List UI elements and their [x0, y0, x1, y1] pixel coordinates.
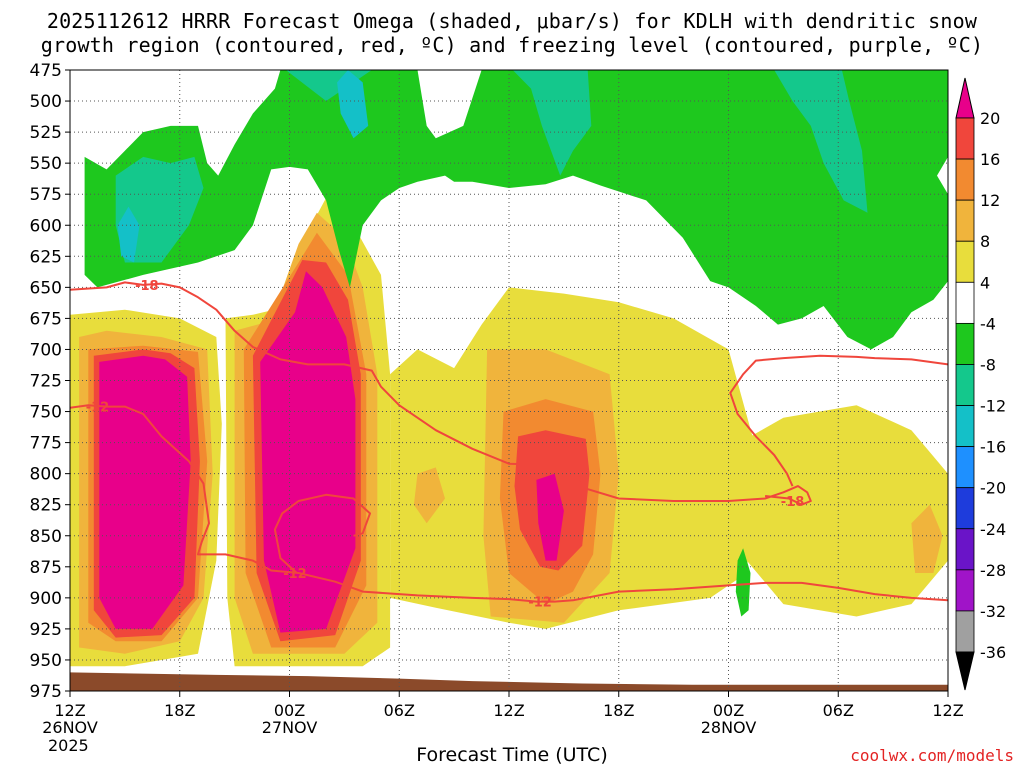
colorbar-label: -28 [980, 561, 1006, 580]
x-date-label: 27NOV [262, 718, 318, 737]
x-tick-label: 18Z [164, 701, 195, 720]
y-tick-label: 825 [30, 496, 62, 516]
colorbar-label: 4 [980, 273, 990, 292]
contour-label: -18 [781, 495, 805, 510]
colorbar-bottom-arrow [955, 651, 975, 691]
omega-shade-6-3 [774, 70, 868, 213]
omega-shade-4-2 [536, 473, 564, 561]
contour-label: -12 [528, 596, 552, 611]
colorbar-label: 12 [980, 191, 1000, 210]
colorbar-segment [955, 240, 975, 283]
colorbar-label: -32 [980, 602, 1006, 621]
y-tick-label: 800 [30, 465, 62, 485]
colorbar-segment [955, 364, 975, 406]
y-tick-label: 775 [30, 434, 62, 454]
y-tick-label: 600 [30, 216, 62, 236]
colorbar-label: -8 [980, 355, 996, 374]
colorbar-segment [955, 528, 975, 571]
y-tick-label: 875 [30, 558, 62, 578]
colorbar-segment [955, 446, 975, 489]
omega-shade-4-0 [99, 355, 191, 629]
colorbar-label: -16 [980, 438, 1006, 457]
y-tick-label: 500 [30, 92, 62, 112]
omega-shade-7-0 [337, 70, 369, 139]
y-tick-label: 650 [30, 278, 62, 298]
x-tick-label: 00Z [713, 701, 744, 720]
dgz-contour-1 [729, 354, 948, 487]
colorbar-segment [955, 117, 975, 160]
colorbar-label: -24 [980, 520, 1006, 539]
omega-shade-4-1 [260, 271, 356, 633]
colorbar-label: -12 [980, 397, 1006, 416]
y-tick-label: 750 [30, 403, 62, 423]
x-axis-title: Forecast Time (UTC) [416, 744, 608, 766]
colorbar-label: 16 [980, 150, 1000, 169]
y-tick-label: 550 [30, 154, 62, 174]
x-year-label: 2025 [48, 736, 89, 755]
colorbar-segment [955, 281, 975, 324]
y-tick-label: 975 [30, 682, 62, 702]
colorbar-label: -4 [980, 314, 996, 333]
y-tick-label: 475 [30, 61, 62, 81]
dgz-contour-2 [70, 404, 948, 603]
x-tick-label: 12Z [54, 701, 85, 720]
omega-shade-1-4 [911, 504, 943, 573]
ground-terrain [70, 672, 948, 691]
colorbar-segment [955, 405, 975, 448]
colorbar-top-arrow [955, 77, 975, 119]
y-tick-label: 700 [30, 340, 62, 360]
x-tick-label: 18Z [603, 701, 634, 720]
colorbar-label: -36 [980, 643, 1006, 662]
colorbar-label: -20 [980, 479, 1006, 498]
x-tick-label: 12Z [493, 701, 524, 720]
x-date-label: 26NOV [42, 718, 98, 737]
chart-title-line2: growth region (contoured, red, ºC) and f… [40, 33, 984, 57]
x-tick-label: 06Z [823, 701, 854, 720]
y-tick-label: 525 [30, 123, 62, 143]
contour-label: -12 [283, 567, 307, 582]
omega-shade-7-1 [117, 206, 140, 263]
x-tick-label: 12Z [932, 701, 963, 720]
y-tick-label: 925 [30, 620, 62, 640]
x-tick-label: 06Z [384, 701, 415, 720]
site-credit[interactable]: coolwx.com/models [850, 746, 1014, 765]
colorbar-label: 20 [980, 109, 1000, 128]
omega-shade-5-0 [84, 70, 948, 350]
omega-shade-5-1 [735, 548, 751, 617]
colorbar-label: 8 [980, 232, 990, 251]
colorbar-segment [955, 487, 975, 530]
y-tick-label: 625 [30, 247, 62, 267]
x-date-label: 28NOV [701, 718, 757, 737]
colorbar-segment [955, 322, 975, 365]
contour-label: -12 [86, 401, 110, 416]
y-tick-label: 575 [30, 185, 62, 205]
colorbar-segment [955, 610, 975, 653]
contour-label: -18 [135, 279, 159, 294]
colorbar-segment [955, 199, 975, 242]
y-tick-label: 725 [30, 372, 62, 392]
chart-title-line1: 2025112612 HRRR Forecast Omega (shaded, … [46, 9, 978, 33]
colorbar-segment [955, 569, 975, 612]
y-tick-label: 675 [30, 309, 62, 329]
omega-shade-6-2 [512, 70, 592, 176]
omega-shade-1-3 [413, 467, 445, 524]
y-tick-label: 950 [30, 651, 62, 671]
y-tick-label: 900 [30, 589, 62, 609]
dgz-contour-0 [70, 281, 812, 506]
x-tick-label: 00Z [274, 701, 305, 720]
dgz-contour-3 [273, 493, 371, 574]
y-tick-label: 850 [30, 527, 62, 547]
colorbar-segment [955, 158, 975, 201]
